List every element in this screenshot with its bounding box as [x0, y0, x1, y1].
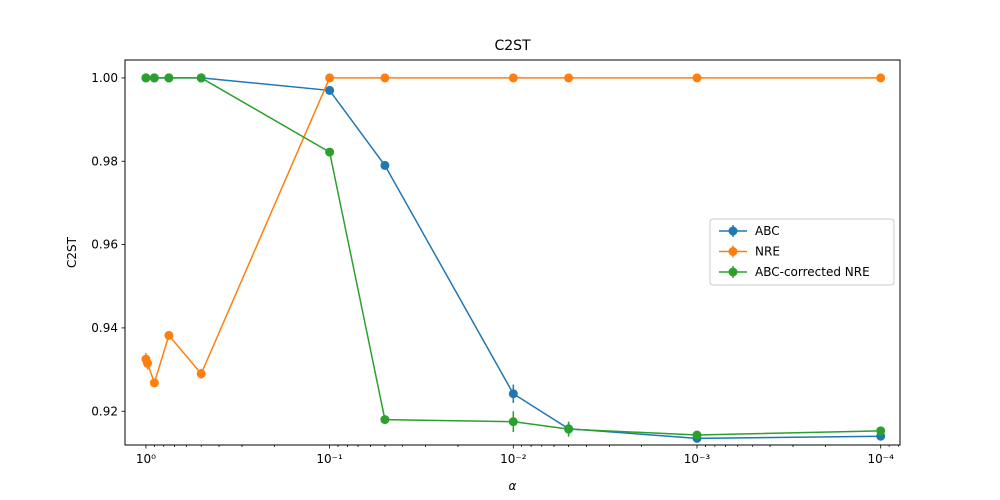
plot-frame — [124, 59, 901, 446]
data-point — [380, 415, 390, 425]
legend: ABC NRE ABC-corrected NRE — [709, 218, 895, 286]
x-axis: 10⁰ 10⁻¹ 10⁻² 10⁻³ 10⁻⁴ — [136, 445, 899, 466]
data-point — [508, 389, 518, 399]
data-point — [164, 330, 174, 340]
y-tick-label: 1.00 — [91, 71, 118, 85]
x-axis-label: α — [509, 479, 517, 493]
x-tick-label: 10⁻³ — [684, 452, 711, 466]
data-point — [141, 73, 151, 83]
data-point — [380, 160, 390, 170]
data-point — [325, 73, 335, 83]
data-point — [564, 424, 574, 434]
x-tick-label: 10⁻⁴ — [867, 452, 894, 466]
y-axis-label: C2ST — [65, 236, 79, 268]
data-point — [325, 85, 335, 95]
y-tick-label: 0.92 — [91, 404, 118, 418]
legend-entry: ABC — [719, 224, 780, 238]
x-tick-label: 10⁻¹ — [316, 452, 343, 466]
data-point — [325, 147, 335, 157]
data-point — [380, 73, 390, 83]
data-point — [149, 378, 159, 388]
legend-label: NRE — [755, 245, 780, 259]
x-tick-label: 10⁰ — [136, 452, 156, 466]
legend-entry: NRE — [719, 245, 780, 259]
y-tick-label: 0.98 — [91, 154, 118, 168]
data-point — [164, 73, 174, 83]
legend-label: ABC — [755, 224, 780, 238]
data-point — [564, 73, 574, 83]
data-point — [196, 73, 206, 83]
chart-title: C2ST — [494, 38, 531, 54]
legend-swatch-marker — [728, 247, 738, 256]
data-point — [143, 358, 153, 368]
legend-swatch-marker — [728, 267, 738, 277]
legend-entry: ABC-corrected NRE — [719, 265, 870, 279]
data-point — [196, 369, 206, 379]
data-point — [876, 73, 886, 83]
data-point — [876, 426, 886, 436]
data-point — [692, 430, 702, 440]
data-point — [508, 417, 518, 427]
legend-label: ABC-corrected NRE — [755, 265, 870, 279]
data-point — [692, 73, 702, 83]
x-tick-label: 10⁻² — [500, 452, 527, 466]
legend-swatch-marker — [728, 226, 738, 236]
series-line — [145, 77, 881, 436]
series-1 — [141, 73, 886, 388]
plot-area — [124, 59, 901, 446]
legend-box — [709, 218, 895, 286]
series-layer — [141, 73, 886, 443]
series-2 — [141, 73, 886, 440]
y-axis: 0.92 0.94 0.96 0.98 1.00 — [91, 71, 125, 418]
data-point — [149, 73, 159, 83]
y-tick-label: 0.96 — [91, 238, 118, 252]
data-point — [508, 73, 518, 83]
y-tick-label: 0.94 — [91, 321, 118, 335]
